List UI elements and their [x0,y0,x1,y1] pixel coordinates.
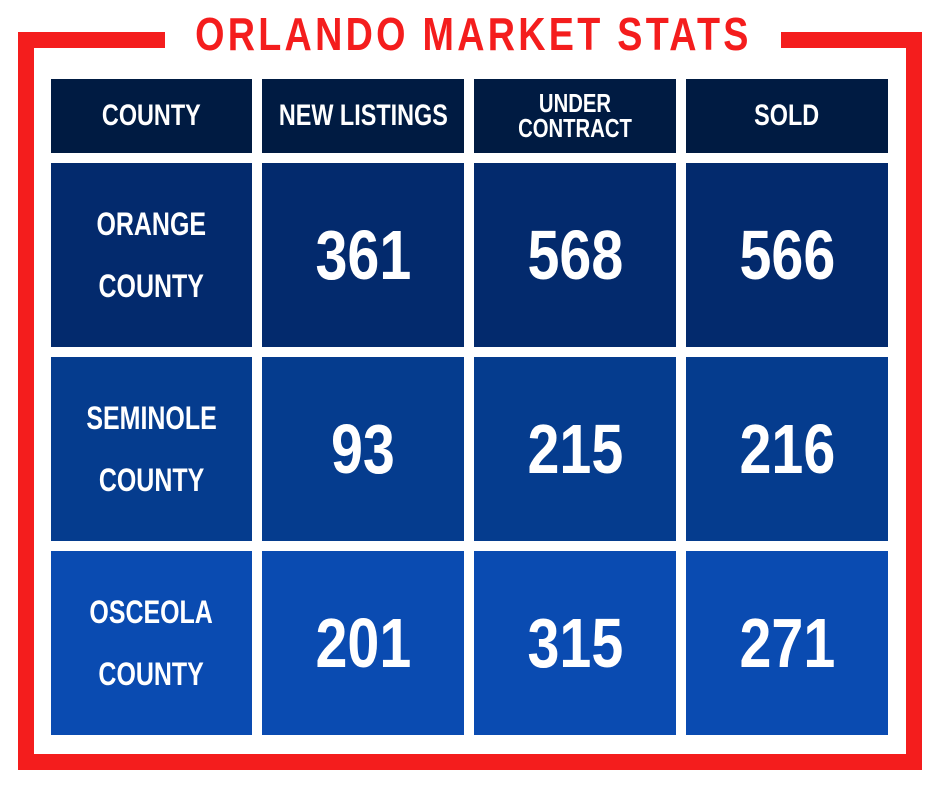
header-new-listings: NEW LISTINGS [262,79,464,153]
under-contract-value: 568 [527,216,623,294]
header-sold: SOLD [686,79,888,153]
new-listings-value: 201 [315,604,411,682]
header-under-contract-line-1: UNDER [538,88,612,119]
county-cell-orange: ORANGE COUNTY [51,163,252,347]
county-line-2: COUNTY [98,656,205,692]
new-listings-value: 93 [331,410,395,488]
county-name: ORANGE COUNTY [97,193,207,317]
county-cell-osceola: OSCEOLA COUNTY [51,551,252,735]
header-county: COUNTY [51,79,252,153]
new-listings-value: 361 [315,216,411,294]
page-title: ORLANDO MARKET STATS [194,8,752,60]
market-stats-table: COUNTY NEW LISTINGS UNDER CONTRACT SOLD … [51,79,889,737]
county-line-2: COUNTY [98,268,205,304]
new-listings-cell: 361 [262,163,464,347]
header-under-contract: UNDER CONTRACT [474,79,676,153]
under-contract-value: 215 [527,410,623,488]
sold-cell: 566 [686,163,888,347]
header-new-listings-label: NEW LISTINGS [278,99,448,132]
new-listings-cell: 93 [262,357,464,541]
county-cell-seminole: SEMINOLE COUNTY [51,357,252,541]
under-contract-cell: 315 [474,551,676,735]
county-line-2: COUNTY [98,462,205,498]
header-sold-label: SOLD [754,99,820,132]
under-contract-value: 315 [527,604,623,682]
county-line-1: SEMINOLE [86,400,217,436]
sold-value: 216 [739,410,835,488]
sold-value: 271 [739,604,835,682]
sold-value: 566 [739,216,835,294]
county-name: SEMINOLE COUNTY [86,387,216,511]
title-banner: ORLANDO MARKET STATS [165,0,781,68]
under-contract-cell: 568 [474,163,676,347]
county-line-1: ORANGE [96,206,207,242]
sold-cell: 216 [686,357,888,541]
header-under-contract-line-2: CONTRACT [518,113,632,143]
county-name: OSCEOLA COUNTY [90,581,213,705]
under-contract-cell: 215 [474,357,676,541]
header-county-label: COUNTY [102,99,201,132]
header-under-contract-label: UNDER CONTRACT [517,88,634,143]
sold-cell: 271 [686,551,888,735]
new-listings-cell: 201 [262,551,464,735]
county-line-1: OSCEOLA [89,594,214,630]
